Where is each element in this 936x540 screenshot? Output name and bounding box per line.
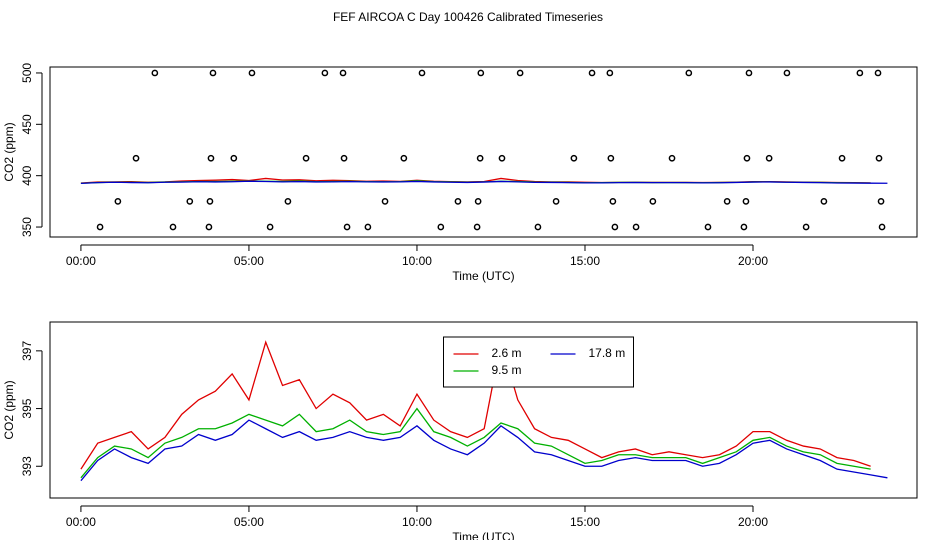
x-axis-label: Time (UTC)	[452, 530, 514, 540]
point	[570, 154, 578, 162]
point	[743, 154, 751, 162]
point	[802, 223, 810, 231]
x-tick-label: 05:00	[234, 254, 264, 268]
point	[745, 69, 753, 77]
x-tick-label: 05:00	[234, 515, 264, 529]
point	[740, 223, 748, 231]
point	[284, 198, 292, 205]
point	[339, 69, 347, 77]
point	[400, 154, 408, 162]
point	[856, 69, 864, 77]
point	[321, 69, 329, 77]
point	[878, 223, 886, 231]
point	[704, 223, 712, 231]
x-tick-label: 10:00	[402, 515, 432, 529]
point	[783, 69, 791, 77]
point	[340, 154, 348, 162]
legend-label: 9.5 m	[492, 363, 522, 377]
point	[875, 154, 883, 162]
point	[207, 154, 215, 162]
point	[498, 154, 506, 162]
point	[302, 154, 310, 162]
point	[248, 69, 256, 77]
point	[437, 223, 445, 231]
chart-title: FEF AIRCOA C Day 100426 Calibrated Times…	[333, 10, 603, 24]
y-tick-label: 397	[20, 341, 34, 361]
point	[477, 69, 485, 77]
point	[454, 198, 462, 205]
y-tick-label: 500	[20, 63, 34, 83]
point	[685, 69, 693, 77]
point	[588, 69, 596, 77]
y-tick-label: 400	[20, 165, 34, 185]
point	[151, 69, 159, 77]
point	[230, 154, 238, 162]
point	[877, 198, 885, 205]
series-line	[80, 180, 888, 185]
point	[723, 198, 731, 205]
y-tick-label: 393	[20, 456, 34, 476]
point	[205, 223, 213, 231]
point	[552, 198, 560, 205]
x-tick-label: 00:00	[66, 254, 96, 268]
point	[96, 223, 104, 231]
series-line	[80, 340, 871, 470]
point	[609, 198, 617, 205]
point	[516, 69, 524, 77]
point	[132, 154, 140, 162]
point	[343, 223, 351, 231]
point	[114, 198, 122, 205]
point	[186, 198, 194, 205]
point	[206, 198, 214, 205]
point	[474, 198, 482, 205]
point	[611, 223, 619, 231]
y-tick-label: 395	[20, 398, 34, 418]
series-line	[80, 407, 871, 479]
point	[209, 69, 217, 77]
x-tick-label: 00:00	[66, 515, 96, 529]
legend-label: 2.6 m	[492, 346, 522, 360]
y-tick-label: 450	[20, 114, 34, 134]
series-line	[80, 419, 888, 482]
point	[534, 223, 542, 231]
x-tick-label: 15:00	[570, 515, 600, 529]
point	[874, 69, 882, 77]
point	[606, 69, 614, 77]
y-axis-label: CO2 (ppm)	[2, 122, 16, 181]
point	[632, 223, 640, 231]
point	[381, 198, 389, 205]
plot-frame	[49, 66, 918, 238]
legend-label: 17.8 m	[589, 346, 626, 360]
point	[476, 154, 484, 162]
x-tick-label: 20:00	[738, 515, 768, 529]
point	[838, 154, 846, 162]
point	[820, 198, 828, 205]
legend-box	[443, 336, 634, 388]
point	[364, 223, 372, 231]
point	[649, 198, 657, 205]
point	[473, 223, 481, 231]
plot-frame	[49, 321, 918, 499]
x-axis-label: Time (UTC)	[452, 269, 514, 283]
point	[668, 154, 676, 162]
point	[418, 69, 426, 77]
x-tick-label: 15:00	[570, 254, 600, 268]
point	[266, 223, 274, 231]
point	[169, 223, 177, 231]
x-tick-label: 20:00	[738, 254, 768, 268]
point	[765, 154, 773, 162]
point	[607, 154, 615, 162]
y-tick-label: 350	[20, 217, 34, 237]
y-axis-label: CO2 (ppm)	[2, 380, 16, 439]
x-tick-label: 10:00	[402, 254, 432, 268]
point	[742, 198, 750, 205]
